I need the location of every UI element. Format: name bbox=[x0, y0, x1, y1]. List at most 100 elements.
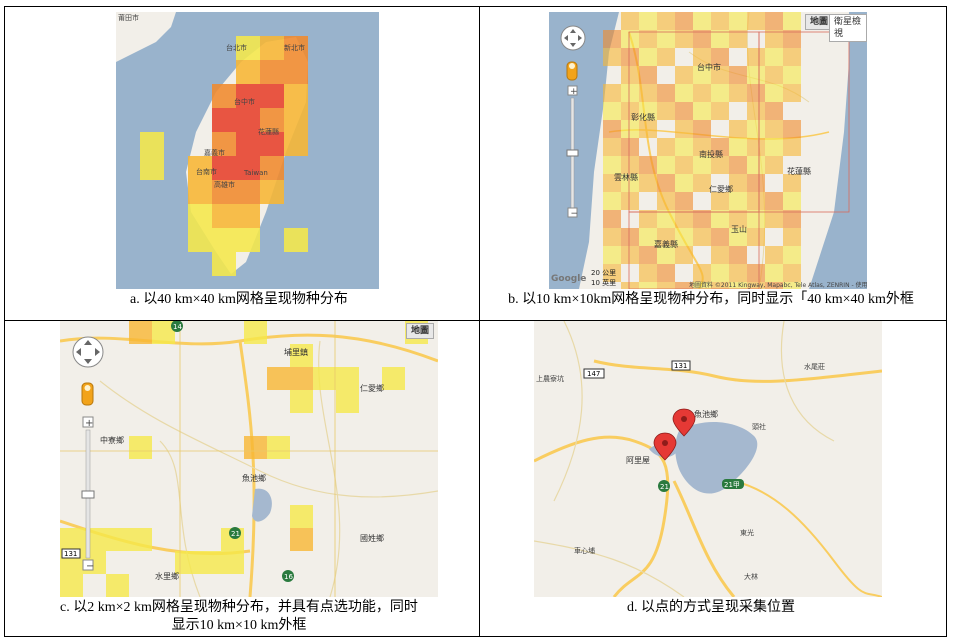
grid-cell[interactable] bbox=[621, 174, 639, 192]
grid-cell[interactable] bbox=[621, 120, 639, 138]
grid-cell[interactable] bbox=[675, 120, 693, 138]
grid-cell[interactable] bbox=[657, 138, 675, 156]
grid-cell[interactable] bbox=[711, 192, 729, 210]
grid-cell[interactable] bbox=[729, 138, 747, 156]
grid-cell[interactable] bbox=[336, 367, 359, 390]
grid-cell[interactable] bbox=[260, 36, 284, 60]
grid-cell[interactable] bbox=[747, 120, 765, 138]
grid-cell[interactable] bbox=[236, 156, 260, 180]
grid-cell[interactable] bbox=[621, 192, 639, 210]
grid-cell[interactable] bbox=[639, 264, 657, 282]
grid-cell[interactable] bbox=[382, 367, 405, 390]
grid-cell[interactable] bbox=[711, 138, 729, 156]
grid-cell[interactable] bbox=[747, 228, 765, 246]
grid-cell[interactable] bbox=[284, 132, 308, 156]
pan-control[interactable] bbox=[560, 25, 586, 51]
grid-cell[interactable] bbox=[236, 180, 260, 204]
grid-cell[interactable] bbox=[675, 210, 693, 228]
grid-cell[interactable] bbox=[729, 210, 747, 228]
grid-cell[interactable] bbox=[783, 12, 801, 30]
grid-cell[interactable] bbox=[290, 367, 313, 390]
grid-cell[interactable] bbox=[284, 84, 308, 108]
grid-cell[interactable] bbox=[106, 574, 129, 597]
grid-cell[interactable] bbox=[675, 12, 693, 30]
grid-cell[interactable] bbox=[603, 48, 621, 66]
grid-cell[interactable] bbox=[783, 264, 801, 282]
grid-cell[interactable] bbox=[188, 180, 212, 204]
grid-cell[interactable] bbox=[765, 120, 783, 138]
grid-cell[interactable] bbox=[260, 156, 284, 180]
grid-cell[interactable] bbox=[765, 138, 783, 156]
grid-cell[interactable] bbox=[621, 156, 639, 174]
grid-cell[interactable] bbox=[152, 321, 175, 344]
grid-cell[interactable] bbox=[675, 66, 693, 84]
grid-cell[interactable] bbox=[244, 436, 267, 459]
grid-cell[interactable] bbox=[639, 282, 657, 289]
grid-cell[interactable] bbox=[290, 344, 313, 367]
grid-cell[interactable] bbox=[212, 228, 236, 252]
grid-cell[interactable] bbox=[129, 528, 152, 551]
grid-cell[interactable] bbox=[313, 367, 336, 390]
map-type-map-button[interactable]: 地圖 bbox=[406, 323, 435, 339]
grid-cell[interactable] bbox=[267, 436, 290, 459]
grid-cell[interactable] bbox=[639, 48, 657, 66]
grid-cell[interactable] bbox=[639, 246, 657, 264]
grid-cell[interactable] bbox=[657, 102, 675, 120]
grid-cell[interactable] bbox=[729, 174, 747, 192]
grid-cell[interactable] bbox=[603, 84, 621, 102]
grid-cell[interactable] bbox=[711, 30, 729, 48]
grid-cell[interactable] bbox=[765, 102, 783, 120]
grid-cell[interactable] bbox=[765, 192, 783, 210]
grid-cell[interactable] bbox=[188, 228, 212, 252]
grid-cell[interactable] bbox=[621, 282, 639, 289]
map-attribution[interactable]: 地圖資料 ©2011 Kingway, Mapabc, Tele Atlas, … bbox=[689, 282, 867, 289]
grid-cell[interactable] bbox=[603, 210, 621, 228]
grid-cell[interactable] bbox=[236, 36, 260, 60]
grid-cell[interactable] bbox=[747, 138, 765, 156]
grid-cell[interactable] bbox=[60, 528, 83, 551]
grid-cell[interactable] bbox=[639, 120, 657, 138]
grid-cell[interactable] bbox=[729, 84, 747, 102]
grid-cell[interactable] bbox=[783, 84, 801, 102]
grid-cell[interactable] bbox=[290, 528, 313, 551]
grid-cell[interactable] bbox=[212, 108, 236, 132]
grid-cell[interactable] bbox=[729, 66, 747, 84]
grid-cell[interactable] bbox=[765, 66, 783, 84]
grid-cell[interactable] bbox=[693, 228, 711, 246]
grid-cell[interactable] bbox=[729, 228, 747, 246]
map-panel-a[interactable]: 莆田市 台北市 新北市 台中市 花蓮縣 嘉義市 Taiwan 台南市 高雄市 bbox=[116, 12, 379, 289]
location-marker-icon[interactable] bbox=[653, 432, 677, 461]
grid-cell[interactable] bbox=[765, 282, 783, 289]
grid-cell[interactable] bbox=[657, 246, 675, 264]
grid-cell[interactable] bbox=[783, 192, 801, 210]
grid-cell[interactable] bbox=[236, 108, 260, 132]
grid-cell[interactable] bbox=[260, 60, 284, 84]
grid-cell[interactable] bbox=[188, 204, 212, 228]
grid-cell[interactable] bbox=[711, 210, 729, 228]
grid-cell[interactable] bbox=[621, 246, 639, 264]
grid-cell[interactable] bbox=[765, 210, 783, 228]
grid-cell[interactable] bbox=[765, 30, 783, 48]
grid-cell[interactable] bbox=[175, 551, 198, 574]
grid-cell[interactable] bbox=[639, 102, 657, 120]
grid-cell[interactable] bbox=[747, 12, 765, 30]
grid-cell[interactable] bbox=[603, 192, 621, 210]
grid-cell[interactable] bbox=[693, 210, 711, 228]
grid-cell[interactable] bbox=[675, 192, 693, 210]
grid-cell[interactable] bbox=[711, 156, 729, 174]
grid-cell[interactable] bbox=[621, 102, 639, 120]
grid-cell[interactable] bbox=[747, 84, 765, 102]
grid-cell[interactable] bbox=[188, 156, 212, 180]
grid-cell[interactable] bbox=[198, 551, 221, 574]
grid-cell[interactable] bbox=[747, 48, 765, 66]
grid-cell[interactable] bbox=[639, 30, 657, 48]
grid-cell[interactable] bbox=[711, 282, 729, 289]
grid-cell[interactable] bbox=[693, 174, 711, 192]
grid-cell[interactable] bbox=[657, 12, 675, 30]
grid-cell[interactable] bbox=[657, 48, 675, 66]
grid-cell[interactable] bbox=[267, 367, 290, 390]
grid-cell[interactable] bbox=[783, 228, 801, 246]
map-panel-b[interactable]: 台中市 彰化縣 南投縣 花蓮縣 雲林縣 嘉義縣 玉山 仁愛鄉 + − 地圖 衛星… bbox=[549, 12, 867, 289]
grid-cell[interactable] bbox=[711, 228, 729, 246]
grid-cell[interactable] bbox=[621, 48, 639, 66]
